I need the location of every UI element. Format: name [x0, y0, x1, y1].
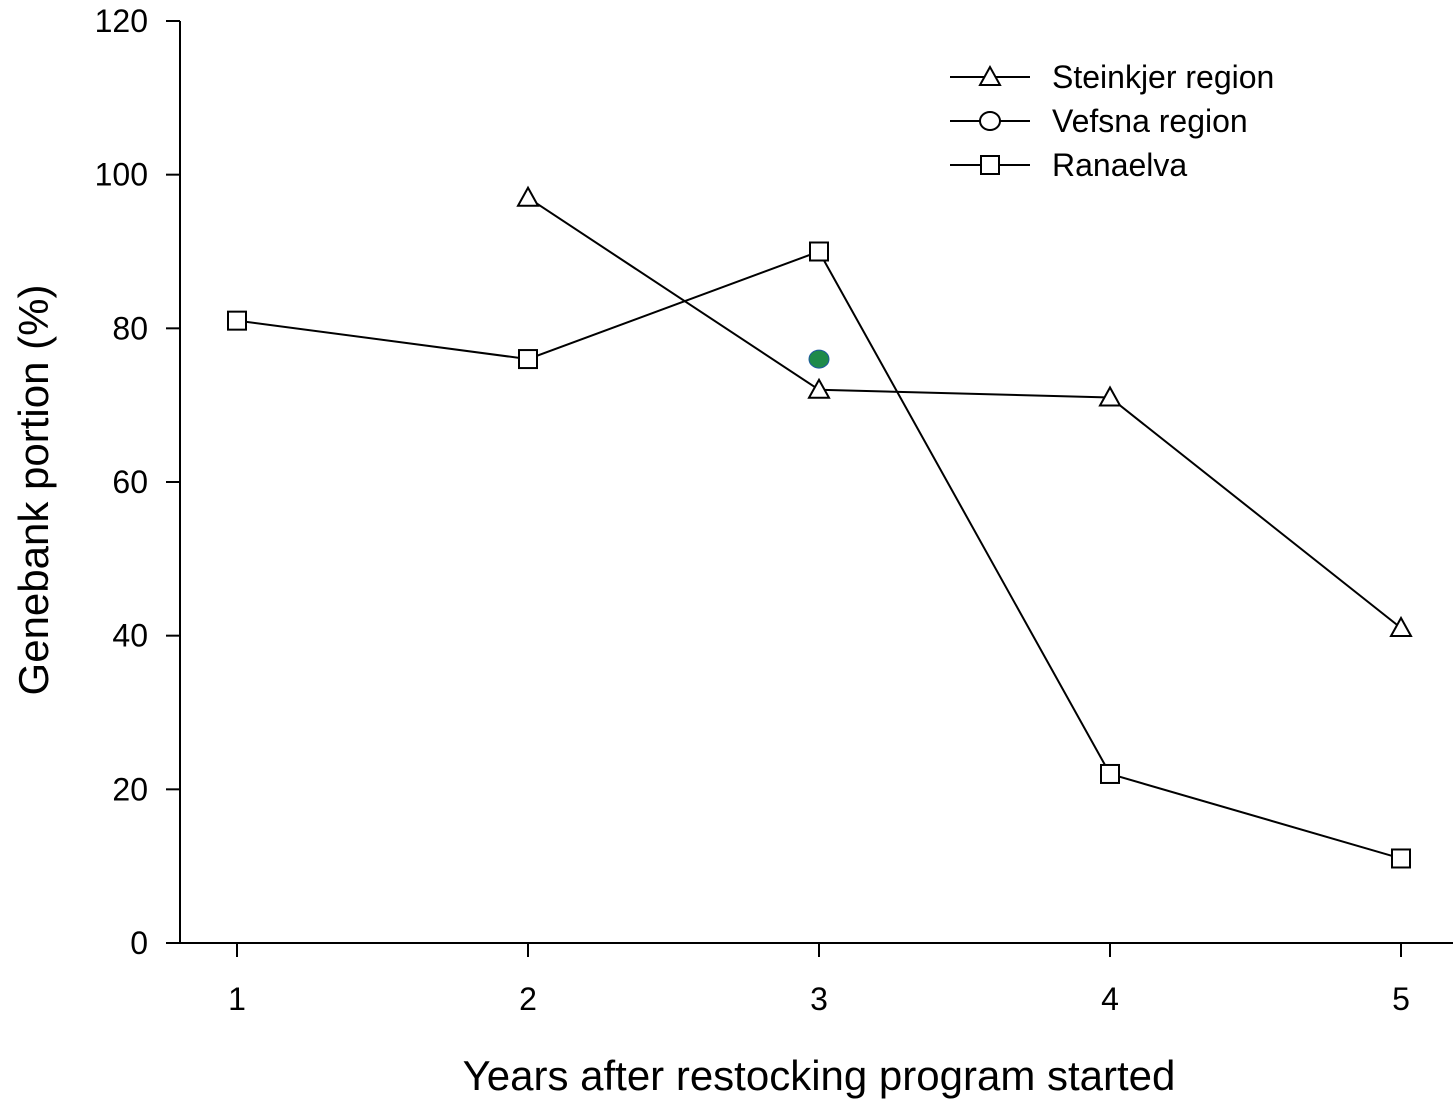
data-point-ranaelva — [809, 241, 829, 262]
y-tick-label: 60 — [112, 464, 148, 500]
legend-marker-vefsna-region — [979, 111, 1001, 131]
data-point-steinkjer-region — [1098, 385, 1122, 407]
x-axis-title: Years after restocking program started — [463, 1052, 1176, 1099]
data-point-steinkjer-region — [516, 185, 540, 207]
series-line-ranaelva — [236, 250, 1402, 860]
data-point-vefsna-region — [808, 349, 830, 369]
legend: Steinkjer region Vefsna region Ranaelva — [950, 59, 1274, 183]
series-line-steinkjer-region — [527, 196, 1402, 629]
legend-label-steinkjer-region: Steinkjer region — [1052, 59, 1274, 95]
y-tick-label: 40 — [112, 618, 148, 654]
data-point-ranaelva — [1100, 763, 1120, 784]
data-point-steinkjer-region — [807, 377, 831, 399]
legend-marker-steinkjer-region — [978, 64, 1002, 86]
x-tick-label: 5 — [1392, 981, 1410, 1017]
legend-label-ranaelva: Ranaelva — [1052, 147, 1187, 183]
ticks: 0 20 40 60 80 100 120 1 2 3 4 5 — [95, 3, 1410, 1017]
y-tick-label: 20 — [112, 771, 148, 807]
data-point-steinkjer-region — [1389, 615, 1413, 637]
x-tick-label: 4 — [1101, 981, 1119, 1017]
legend-marker-ranaelva — [980, 155, 1000, 175]
axes — [179, 21, 1453, 944]
data-point-ranaelva — [227, 310, 247, 331]
x-tick-label: 1 — [228, 981, 246, 1017]
series-layer — [227, 185, 1413, 869]
y-tick-label: 0 — [130, 925, 148, 961]
data-point-ranaelva — [1391, 848, 1411, 869]
x-tick-label: 2 — [519, 981, 537, 1017]
data-point-ranaelva — [518, 349, 538, 370]
y-tick-label: 100 — [95, 157, 148, 193]
y-tick-label: 80 — [112, 310, 148, 346]
legend-label-vefsna-region: Vefsna region — [1052, 103, 1248, 139]
x-tick-label: 3 — [810, 981, 828, 1017]
y-tick-label: 120 — [95, 3, 148, 39]
y-axis-title: Genebank portion (%) — [10, 285, 57, 696]
